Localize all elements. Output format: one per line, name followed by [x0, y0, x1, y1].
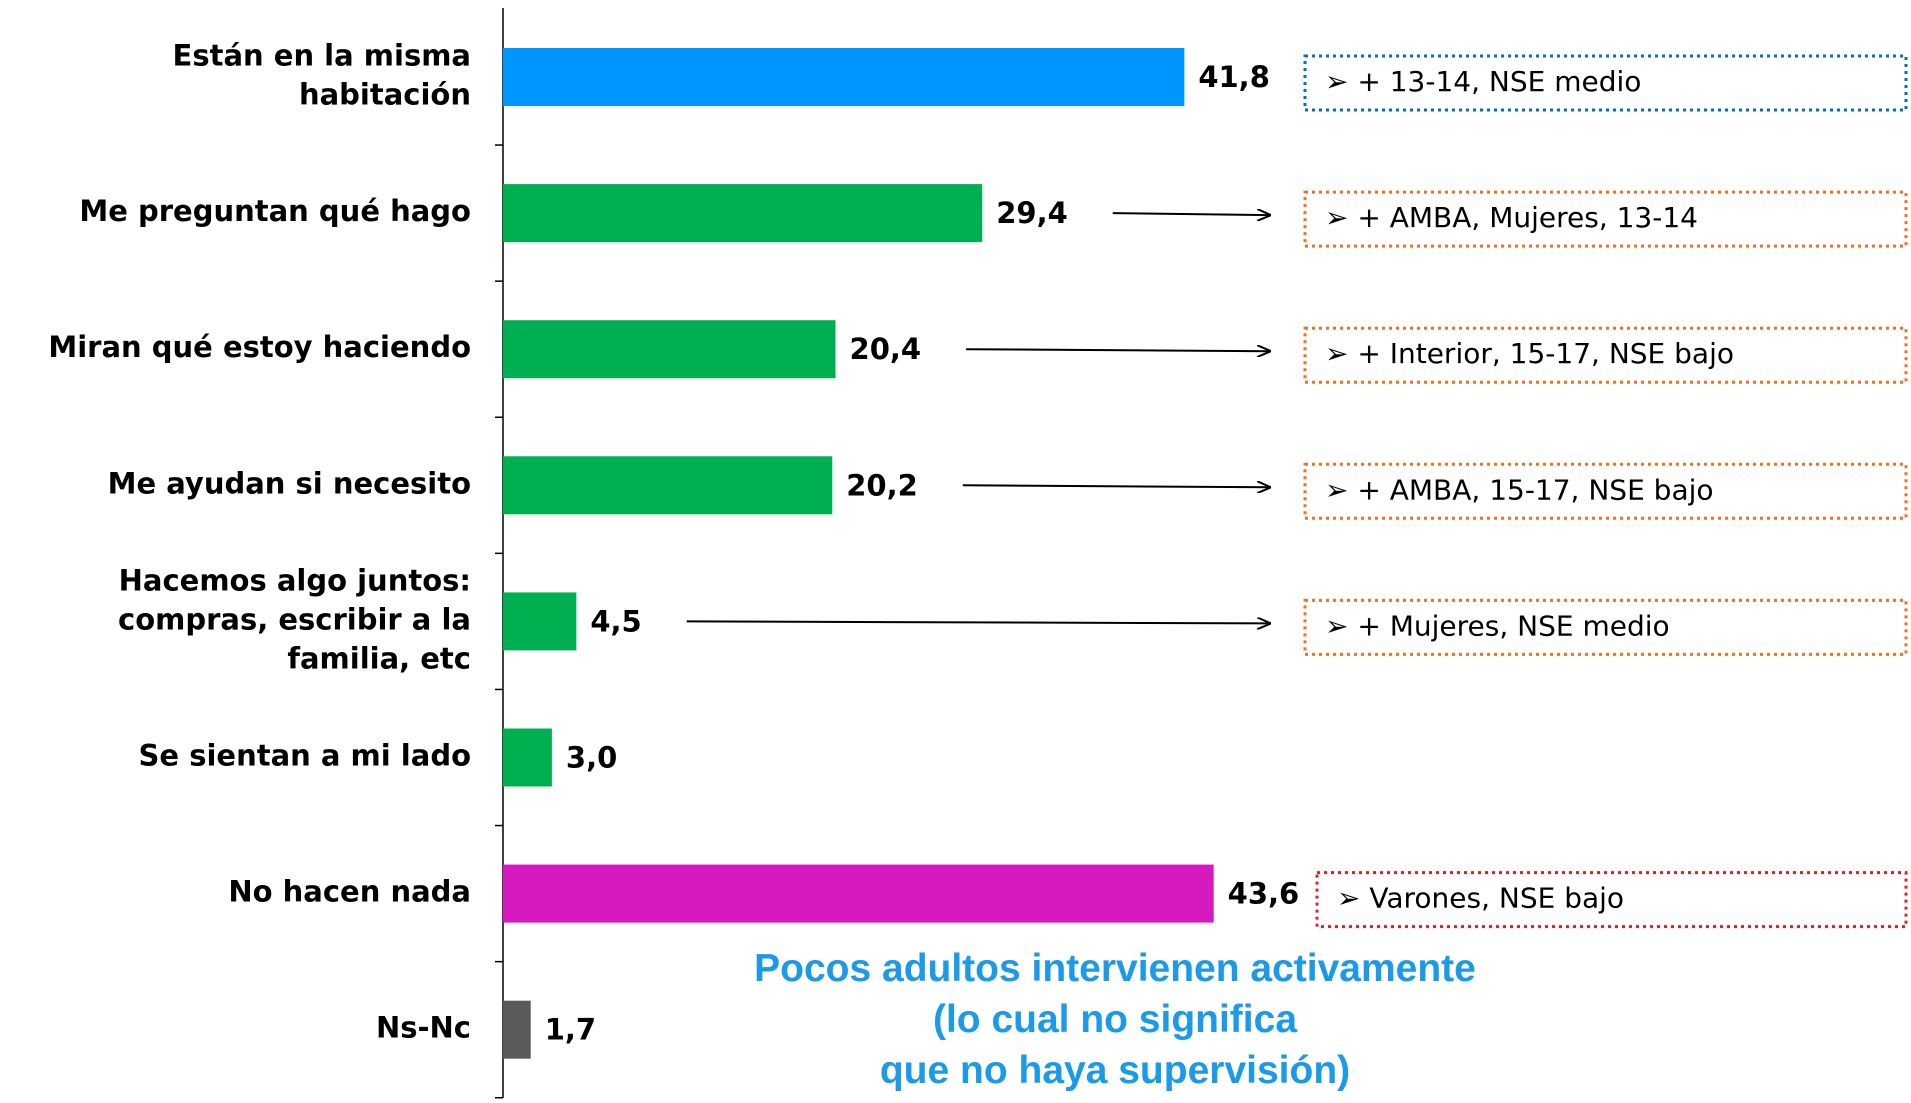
- category-label: Hacemos algo juntos: compras, escribir a …: [118, 563, 471, 675]
- category-label: Están en la misma habitación: [173, 39, 471, 112]
- value-label: 41,8: [1198, 60, 1270, 94]
- category-label: Miran qué estoy haciendo: [48, 330, 471, 364]
- annotation-box: [1303, 54, 1908, 112]
- category-label: Me ayudan si necesito: [108, 466, 471, 500]
- bar: [503, 592, 577, 651]
- bar: [503, 864, 1214, 923]
- bar: [503, 1000, 531, 1059]
- annotation-box: [1303, 462, 1908, 520]
- category-label: Ns-Nc: [376, 1011, 471, 1045]
- bar: [503, 320, 836, 379]
- value-label: 4,5: [590, 604, 641, 638]
- bar: [503, 184, 983, 243]
- annotation-text: ➢ + AMBA, 15-17, NSE bajo: [1325, 473, 1714, 506]
- value-label: 20,4: [850, 332, 922, 366]
- bar: [503, 48, 1185, 106]
- annotation-box: [1303, 190, 1908, 248]
- annotation-text: ➢ + Interior, 15-17, NSE bajo: [1325, 337, 1734, 370]
- annotation-text: ➢ + Mujeres, NSE medio: [1325, 609, 1670, 642]
- category-label: No hacen nada: [228, 875, 471, 909]
- annotation-box: [1303, 598, 1908, 656]
- category-label: Se sientan a mi lado: [139, 739, 471, 773]
- annotation-box: [1315, 871, 1908, 929]
- note: Pocos adultos intervienen activamente (lo…: [754, 947, 1476, 1092]
- annotation-box: [1303, 326, 1908, 384]
- category-label: Me preguntan qué hago: [79, 194, 471, 228]
- value-label: 1,7: [545, 1013, 596, 1047]
- value-label: 20,2: [846, 468, 918, 502]
- annotation-text: ➢ + AMBA, Mujeres, 13-14: [1325, 201, 1698, 234]
- arrow: [1112, 213, 1270, 215]
- arrow: [686, 621, 1270, 623]
- annotation-text: ➢ Varones, NSE bajo: [1337, 882, 1624, 915]
- value-label: 43,6: [1228, 877, 1300, 911]
- bar: [503, 728, 552, 787]
- annotation-text: ➢ + 13-14, NSE medio: [1325, 65, 1641, 98]
- arrow: [966, 349, 1270, 351]
- bar: [503, 456, 833, 515]
- value-label: 29,4: [996, 196, 1068, 230]
- value-label: 3,0: [566, 741, 617, 775]
- arrow: [962, 485, 1270, 487]
